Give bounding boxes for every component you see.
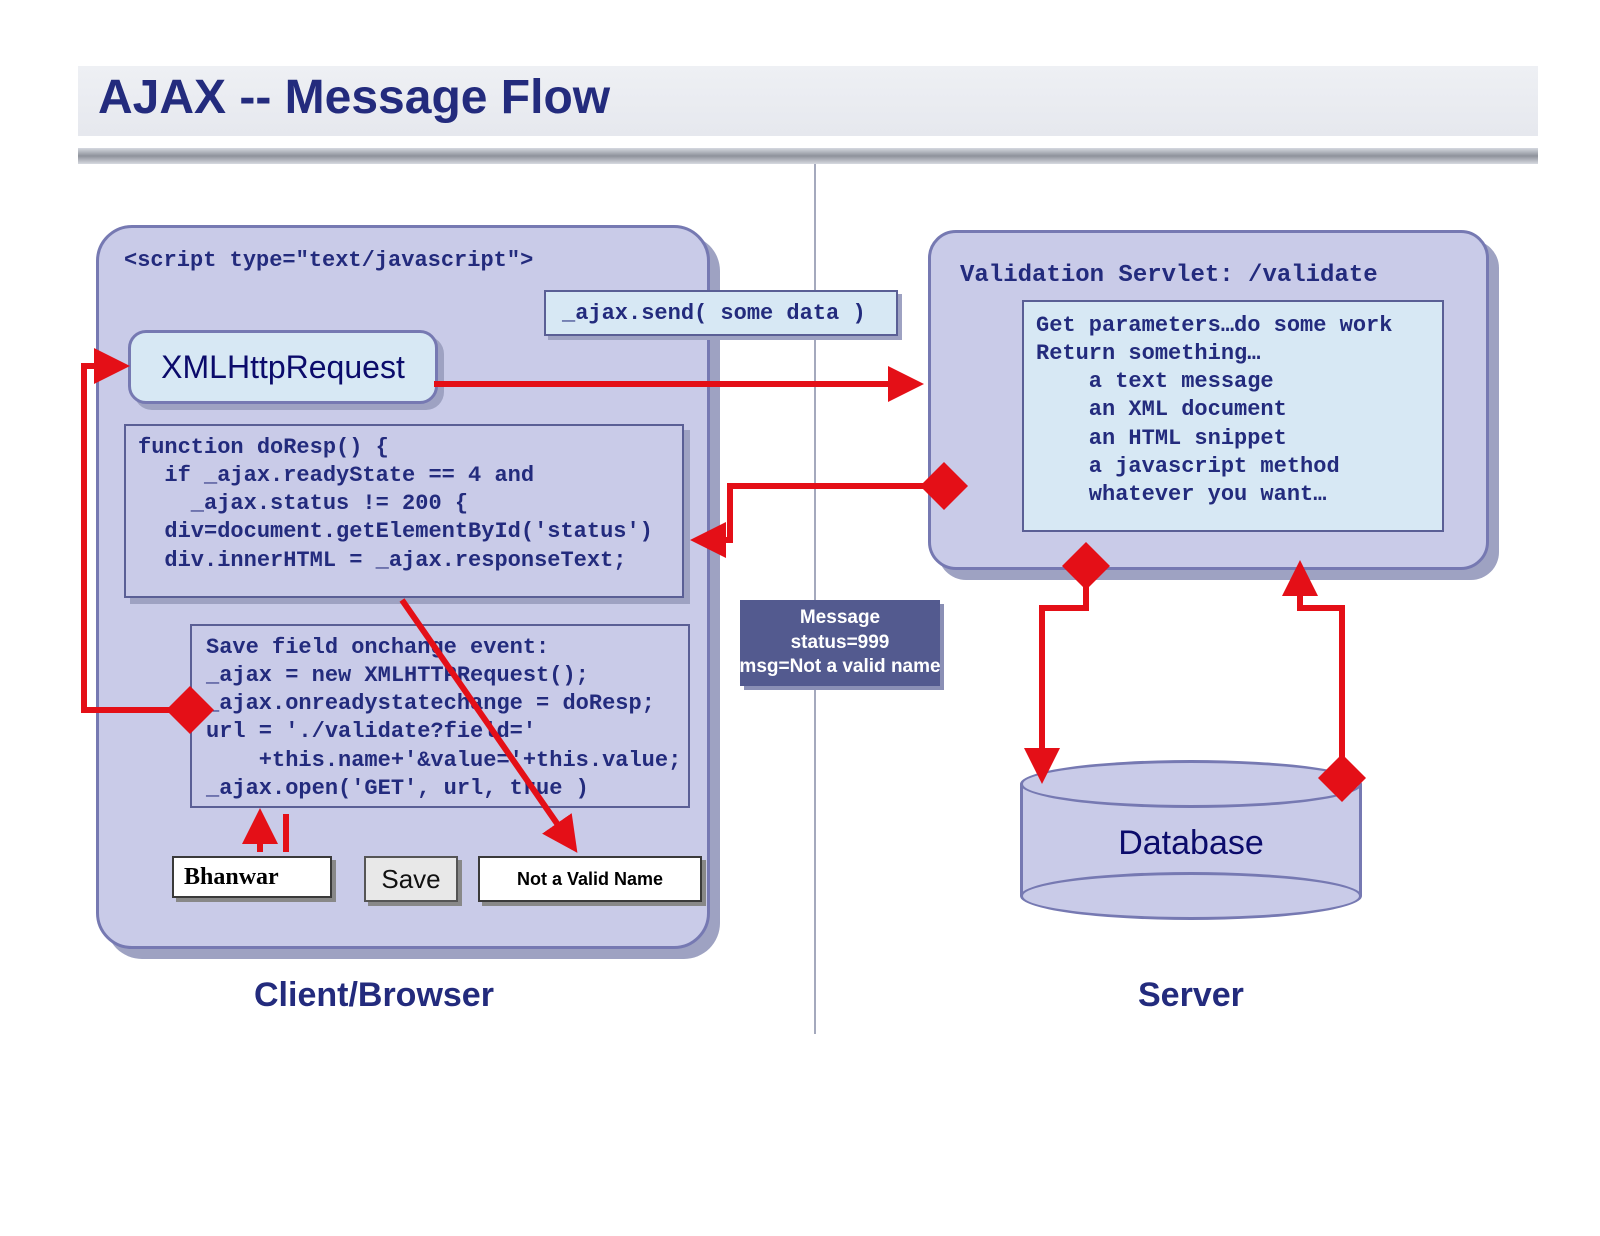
xhr-box: XMLHttpRequest xyxy=(128,330,438,404)
client-section-label: Client/Browser xyxy=(254,976,494,1015)
database-label: Database xyxy=(1020,824,1362,863)
database-cylinder: Database xyxy=(1020,760,1362,920)
save-code: Save field onchange event: _ajax = new X… xyxy=(206,634,674,803)
title-rule xyxy=(78,148,1538,164)
servlet-body-text: Get parameters…do some work Return somet… xyxy=(1036,312,1430,509)
xhr-label: XMLHttpRequest xyxy=(161,349,405,386)
status-box: Not a Valid Name xyxy=(478,856,702,902)
ajax-send-box: _ajax.send( some data ) xyxy=(544,290,898,336)
message-text: Message status=999 msg=Not a valid name xyxy=(739,606,940,680)
status-text: Not a Valid Name xyxy=(517,869,663,890)
message-box: Message status=999 msg=Not a valid name xyxy=(740,600,940,686)
script-tag-text: <script type="text/javascript"> xyxy=(124,248,533,273)
save-code-box: Save field onchange event: _ajax = new X… xyxy=(190,624,690,808)
name-input[interactable]: Bhanwar xyxy=(172,856,332,898)
ajax-send-label: _ajax.send( some data ) xyxy=(546,301,866,326)
name-input-value: Bhanwar xyxy=(184,864,279,891)
server-section-label: Server xyxy=(1138,976,1244,1015)
servlet-title: Validation Servlet: /validate xyxy=(960,262,1378,289)
doresp-code-box: function doResp() { if _ajax.readyState … xyxy=(124,424,684,598)
save-button[interactable]: Save xyxy=(364,856,458,902)
save-button-label: Save xyxy=(381,864,440,895)
page-title: AJAX -- Message Flow xyxy=(98,70,610,125)
servlet-body-box: Get parameters…do some work Return somet… xyxy=(1022,300,1444,532)
doresp-code: function doResp() { if _ajax.readyState … xyxy=(138,434,670,575)
